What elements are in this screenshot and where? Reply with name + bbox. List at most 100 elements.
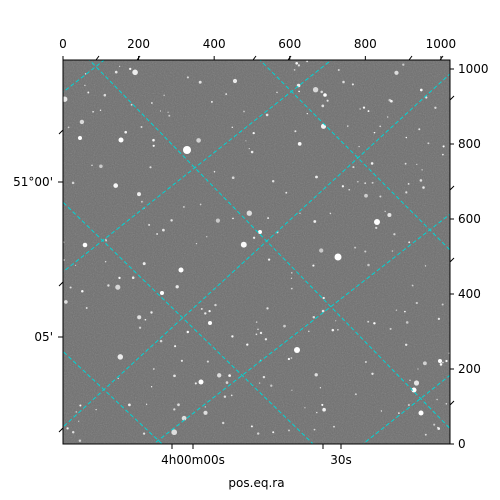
star bbox=[364, 193, 368, 198]
star bbox=[299, 212, 301, 214]
star bbox=[150, 386, 153, 388]
star bbox=[67, 126, 70, 129]
star bbox=[214, 303, 217, 307]
star bbox=[357, 181, 359, 183]
star bbox=[91, 164, 93, 166]
star bbox=[394, 70, 399, 75]
bright-star bbox=[411, 387, 417, 393]
star bbox=[181, 415, 187, 421]
star bbox=[354, 393, 357, 396]
star bbox=[175, 285, 179, 289]
star bbox=[232, 78, 238, 84]
star bbox=[367, 110, 370, 113]
star bbox=[248, 147, 250, 150]
star bbox=[312, 264, 315, 267]
star bbox=[145, 403, 148, 405]
grid-line bbox=[259, 60, 450, 251]
star bbox=[271, 180, 275, 183]
star bbox=[75, 411, 78, 413]
top-tick-label: 800 bbox=[354, 37, 377, 51]
star bbox=[63, 259, 65, 261]
star bbox=[422, 186, 425, 189]
star bbox=[232, 217, 234, 220]
bright-star bbox=[208, 321, 212, 325]
star bbox=[148, 223, 151, 226]
right-tick-label: 400 bbox=[458, 287, 481, 301]
star bbox=[304, 407, 306, 409]
dec-minor-tick bbox=[58, 427, 64, 433]
top-tick-label: 200 bbox=[127, 37, 150, 51]
star bbox=[215, 218, 220, 223]
star bbox=[424, 265, 427, 267]
star bbox=[411, 284, 414, 287]
bright-star bbox=[78, 136, 82, 140]
grid-line bbox=[63, 60, 333, 273]
star bbox=[255, 321, 258, 323]
star-field bbox=[63, 60, 450, 442]
star bbox=[246, 210, 252, 216]
top-tick-label: 0 bbox=[59, 37, 67, 51]
star bbox=[442, 145, 445, 148]
star bbox=[152, 368, 155, 370]
star bbox=[231, 176, 235, 180]
star bbox=[387, 212, 392, 218]
star bbox=[321, 309, 325, 313]
star bbox=[364, 361, 367, 363]
star bbox=[103, 93, 107, 97]
bright-star bbox=[178, 267, 184, 273]
star bbox=[347, 125, 349, 127]
star bbox=[437, 426, 439, 429]
star bbox=[159, 339, 163, 343]
star bbox=[333, 425, 335, 428]
star bbox=[422, 361, 427, 366]
star bbox=[402, 63, 405, 66]
star bbox=[341, 185, 345, 188]
star bbox=[291, 389, 293, 391]
grid-line bbox=[63, 73, 450, 428]
star bbox=[373, 131, 376, 134]
star bbox=[115, 284, 121, 290]
star bbox=[405, 136, 408, 139]
star bbox=[335, 320, 337, 322]
star bbox=[441, 303, 444, 306]
star bbox=[433, 423, 436, 426]
star bbox=[150, 311, 153, 314]
star bbox=[262, 375, 266, 379]
right-tick-label: 200 bbox=[458, 362, 481, 376]
star bbox=[266, 307, 269, 310]
star bbox=[206, 360, 209, 363]
star bbox=[163, 94, 165, 96]
star bbox=[314, 373, 318, 377]
star bbox=[418, 128, 421, 131]
ra-tick-label: 30s bbox=[330, 453, 352, 467]
dec-minor-tick bbox=[58, 281, 64, 287]
star bbox=[168, 114, 171, 117]
star bbox=[182, 205, 185, 208]
star bbox=[364, 182, 367, 185]
star bbox=[306, 112, 308, 115]
star bbox=[391, 250, 394, 252]
star bbox=[223, 395, 227, 398]
bright-star bbox=[294, 347, 300, 353]
star bbox=[417, 368, 419, 370]
bright-star bbox=[82, 242, 88, 248]
star bbox=[295, 61, 299, 65]
star bbox=[405, 191, 408, 194]
star bbox=[384, 210, 386, 213]
star bbox=[322, 407, 326, 412]
bright-star bbox=[183, 146, 191, 154]
star bbox=[87, 91, 90, 94]
star bbox=[413, 380, 420, 386]
star bbox=[267, 258, 271, 261]
star bbox=[71, 431, 75, 434]
top-edge-tick bbox=[287, 55, 292, 61]
star bbox=[105, 239, 107, 242]
star bbox=[267, 217, 270, 220]
star bbox=[74, 264, 77, 266]
star bbox=[107, 284, 110, 287]
star bbox=[362, 106, 366, 109]
star bbox=[255, 333, 258, 336]
star bbox=[140, 126, 143, 128]
x-axis-title: pos.eq.ra bbox=[228, 476, 284, 490]
star bbox=[105, 238, 107, 241]
